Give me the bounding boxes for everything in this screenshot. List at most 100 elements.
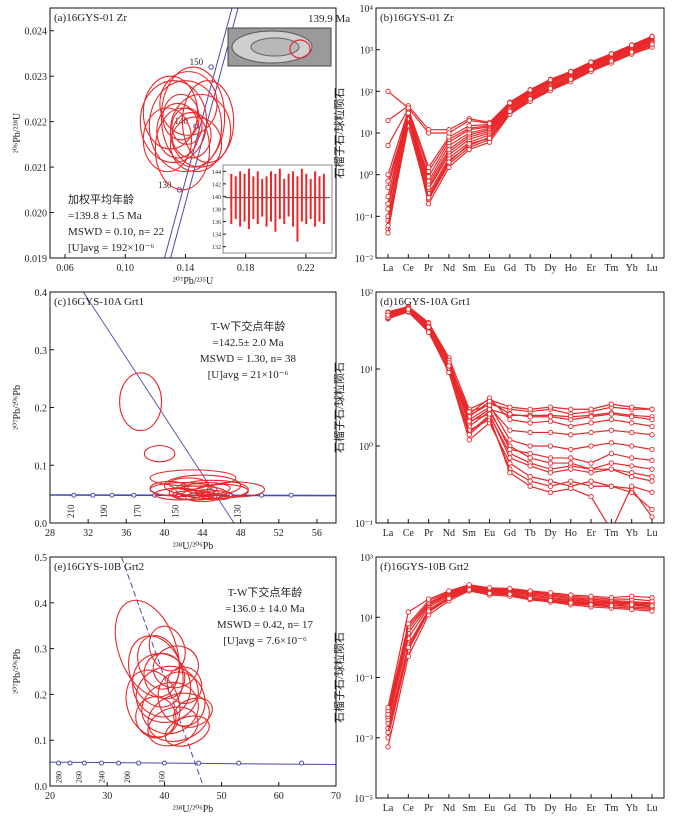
ree-point [466, 582, 472, 588]
age-error-bar [234, 176, 237, 220]
ree-point [385, 88, 391, 94]
ree-point [507, 437, 513, 443]
x-tick-label: 0.18 [237, 263, 255, 274]
x-category-label: Sm [463, 528, 477, 539]
ree-point [466, 418, 472, 424]
data-ellipse [169, 93, 232, 168]
ree-point [629, 455, 635, 461]
ree-point [425, 178, 432, 184]
x-category-label: Yb [626, 263, 638, 274]
ree-point [588, 443, 594, 449]
ree-point [629, 602, 635, 608]
ree-series-line [387, 584, 653, 708]
ree-point [649, 514, 655, 520]
data-ellipse [148, 80, 223, 173]
x-category-label: Pr [424, 263, 434, 274]
concordia-age-marker [131, 492, 137, 498]
ree-point [547, 478, 554, 484]
x-tick-label: 70 [331, 791, 341, 802]
ree-series-line [387, 308, 653, 464]
ree-point [568, 478, 574, 484]
ree-point [629, 483, 635, 489]
x-tick-label: 40 [159, 791, 169, 802]
y-tick-label: 0.3 [35, 645, 48, 656]
data-ellipse [164, 715, 210, 747]
panel-title: (b)16GYS-01 Zr [380, 12, 454, 24]
y-tick-label: 10⁰ [359, 442, 373, 453]
plot-area: 150 140 130 [139, 8, 239, 258]
x-tick-label: 52 [274, 528, 284, 539]
concordia-age-marker [116, 760, 122, 766]
inset-y-tick-label: 144 [212, 170, 221, 176]
x-category-label: Dy [544, 528, 556, 539]
data-ellipse [160, 66, 226, 168]
ree-series-line [387, 584, 653, 711]
ree-point [507, 427, 513, 433]
ree-point [629, 414, 635, 420]
age-error-bar [305, 173, 308, 225]
ree-point [385, 222, 391, 229]
x-category-label: Sm [463, 803, 477, 814]
x-category-label: Tb [525, 803, 536, 814]
x-category-label: Lu [646, 263, 657, 274]
ree-point [507, 446, 513, 453]
ree-point [649, 416, 655, 423]
data-ellipse [159, 71, 218, 136]
ree-point [588, 470, 594, 476]
ree-series-line [387, 39, 653, 197]
ree-point [568, 592, 574, 598]
concordia-age-marker [109, 492, 115, 498]
data-ellipse [157, 671, 206, 727]
x-category-label: Sm [463, 263, 477, 274]
concordia-age-marker [98, 760, 104, 766]
panel-c: 210 190 170 150 130 0.0 0.1 0.2 0.3 0.4 28 32 36 40 44… [12, 288, 337, 552]
ree-point [385, 230, 391, 236]
data-ellipse [171, 107, 203, 145]
y-tick-label: 0.5 [35, 553, 48, 564]
ree-point [385, 704, 391, 711]
ree-point [608, 416, 615, 423]
ree-point [629, 443, 635, 449]
concordia-age-label: 190 [99, 504, 109, 518]
ree-point [629, 49, 635, 55]
zircon-image-inset: 139.9 Ma [227, 13, 350, 67]
age-error-bar [309, 178, 312, 220]
ree-point [385, 193, 391, 200]
x-axis-label: ²⁰⁷Pb/²³⁵U [173, 276, 214, 287]
ree-point [405, 609, 411, 615]
plot-frame [49, 556, 337, 787]
ree-point [446, 588, 452, 594]
ree-point [466, 432, 472, 438]
ree-point [629, 606, 635, 613]
plot-frame [49, 291, 337, 524]
ree-point [405, 644, 411, 651]
y-axis-label: ²⁰⁷Pb/²⁰⁶Pb [12, 385, 23, 430]
ree-point [385, 142, 391, 149]
ree-point [547, 489, 554, 496]
ree-point [486, 590, 493, 597]
ree-series-line [387, 45, 653, 229]
ree-point [425, 130, 432, 136]
ree-point [466, 408, 472, 415]
concordia-age-label: 170 [133, 504, 143, 518]
ree-point [649, 446, 655, 453]
concordia-age-marker [161, 760, 167, 766]
ree-point [425, 164, 432, 170]
data-ellipse [137, 635, 181, 690]
inset-age-label: 139.9 Ma [308, 13, 350, 25]
annotation-line: =142.5± 2.0 Ma [213, 337, 284, 349]
ree-point [466, 123, 472, 129]
concordia-curve [170, 8, 239, 258]
x-tick-label: 30 [102, 791, 112, 802]
ree-point [568, 416, 574, 423]
inset-y-tick-label: 140 [212, 195, 221, 201]
ree-point [507, 108, 513, 115]
age-error-bar [256, 171, 259, 225]
panel-a: 150 140 130 0.019 0.020 0.021 0.022 0.023 0.024 0… [12, 7, 350, 287]
x-category-label: Ho [565, 263, 577, 274]
concordia-age-marker [208, 64, 214, 70]
ree-point [608, 51, 615, 57]
data-ellipse [114, 599, 180, 698]
panel-title: (f)16GYS-10B Grt2 [380, 561, 469, 573]
y-tick-label: 10⁻³ [355, 734, 373, 745]
